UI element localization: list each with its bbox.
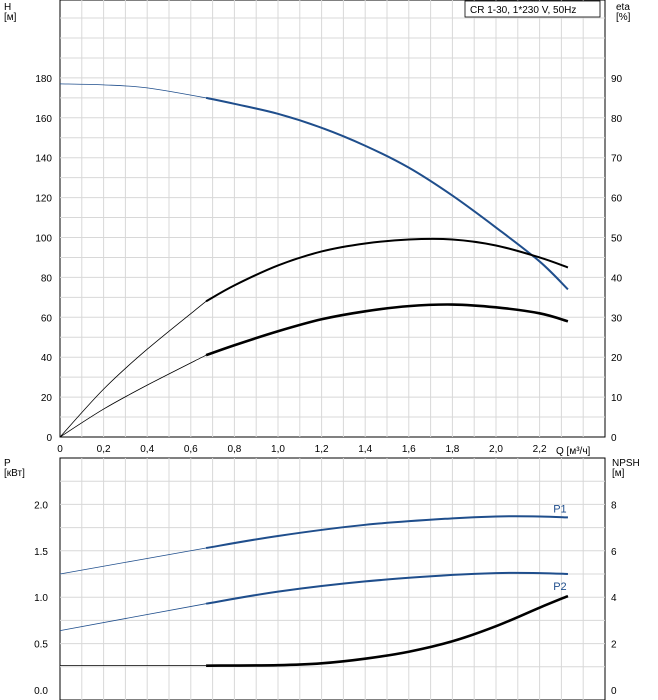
x-tick-label: 2,0 [489,444,503,455]
y-tick-label: 60 [41,313,53,324]
p1-curve-thin [59,547,207,575]
y-tick-label-right: 20 [611,353,623,364]
top-y-ticks-right: 0 10 20 30 40 50 60 70 80 90 [611,74,623,444]
bottom-y-ticks: 0.0 0.5 1.0 1.5 2.0 [34,500,48,697]
x-tick-label: 0,2 [97,444,111,455]
x-tick-label: 1,4 [358,444,372,455]
x-tick-label: 1,2 [315,444,329,455]
head-curve-thin [59,83,207,99]
x-tick-label: 1,6 [402,444,416,455]
bottom-y-ticks-right: 0 2 4 6 8 [611,500,617,697]
y-tick-label-right: 50 [611,234,623,245]
y-tick-label: 40 [41,353,53,364]
y-tick-label-right: 10 [611,393,623,404]
x-tick-label: 0,6 [184,444,198,455]
y-tick-label-right: 40 [611,273,623,284]
y-tick-label-right: 4 [611,593,617,604]
top-x-ticks: 0 0,2 0,4 0,6 0,8 1,0 1,2 1,4 1,6 1,8 2,0 2,2 [57,444,547,455]
y-tick-label-right: 60 [611,194,623,205]
p2-curve-thin [59,603,207,632]
bottom-series-labels: P1 P2 [553,503,566,593]
series-label-p2: P2 [553,581,566,593]
bottom-y-axis-label: P [кВт] [4,458,25,479]
head-curve [205,96,569,291]
chart-title: CR 1-30, 1*230 V, 50Hz [470,5,576,16]
top-y-ticks: 0 20 40 60 80 100 120 140 160 180 [35,74,52,444]
legend: CR 1-30, 1*230 V, 50Hz [464,0,601,18]
top-y-axis-label: H [м] [4,2,17,23]
y-tick-label: 180 [35,74,52,85]
top-series [59,83,569,438]
bottom-plot-area [59,457,606,700]
y-tick-label: 20 [41,393,53,404]
top-grid [60,0,605,437]
y-tick-label-right: 6 [611,547,617,558]
top-plot-area [59,0,606,438]
bottom-series [59,515,569,667]
series-label-p1: P1 [553,503,566,515]
y-tick-label-right: 8 [611,500,617,511]
y-tick-label: 1.5 [34,547,48,558]
x-tick-label: 2,2 [533,444,547,455]
p1-curve [205,515,568,550]
y-tick-label-right: 30 [611,313,623,324]
p2-curve [205,571,568,605]
efficiency-curve-2-thin [59,354,207,438]
y-tick-label: 120 [35,194,52,205]
head-efficiency-panel: 0 0,2 0,4 0,6 0,8 1,0 1,2 1,4 1,6 1,8 2,0 2,2 0 20 40… [4,0,631,457]
y-tick-label: 0 [46,433,52,444]
bottom-grid [60,458,605,700]
y-tick-label-right: 0 [611,686,617,697]
npsh-curve [206,594,569,667]
y-tick-label: 100 [35,234,52,245]
top-y-axis-label-right: eta [%] [616,2,631,23]
y-tick-label: 80 [41,273,53,284]
efficiency-curve [205,237,569,303]
y-tick-label: 160 [35,114,52,125]
x-axis-label: Q [м³/ч] [556,446,591,457]
x-tick-label: 0,8 [227,444,241,455]
y-tick-label-right: 80 [611,114,623,125]
y-tick-label: 0.0 [34,686,48,697]
efficiency-curve-thin [59,301,207,438]
x-tick-label: 0 [57,444,63,455]
x-tick-label: 1,0 [271,444,285,455]
y-tick-label-right: 0 [611,433,617,444]
y-tick-label-right: 70 [611,154,623,165]
y-tick-label: 140 [35,154,52,165]
x-tick-label: 1,8 [445,444,459,455]
efficiency-curve-2 [205,303,569,357]
y-tick-label: 1.0 [34,593,48,604]
y-tick-label-right: 2 [611,640,617,651]
x-tick-label: 0,4 [140,444,154,455]
y-tick-label-right: 90 [611,74,623,85]
bottom-y-axis-label-right: NPSH [м] [612,458,640,479]
y-tick-label: 2.0 [34,500,48,511]
power-npsh-panel: 0.0 0.5 1.0 1.5 2.0 0 2 4 6 8 P1 P2 P [кВт] NPSH [м… [4,457,640,700]
y-tick-label: 0.5 [34,640,48,651]
